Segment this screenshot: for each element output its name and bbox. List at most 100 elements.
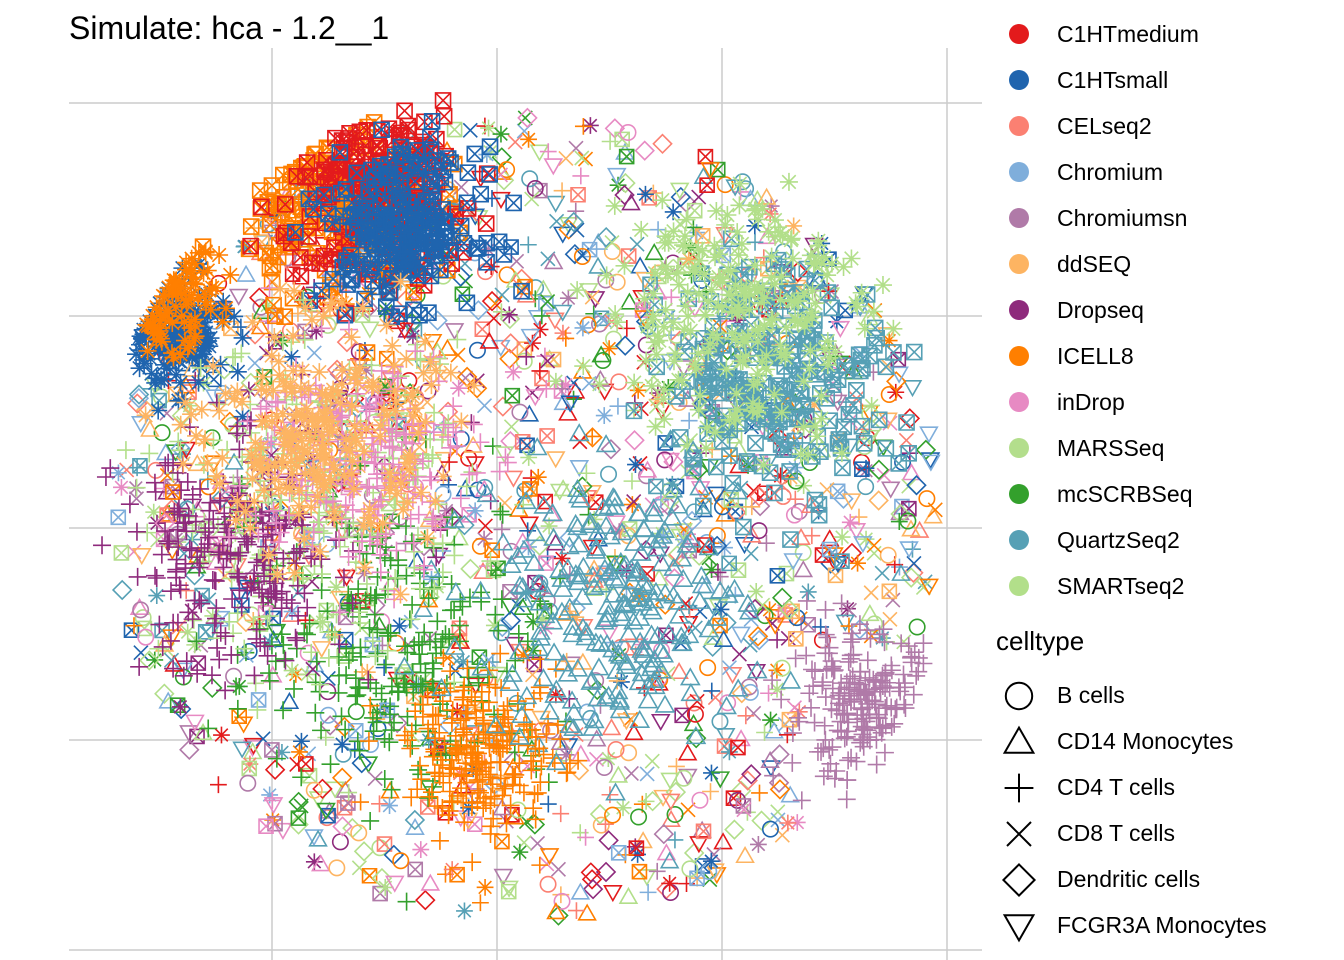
- point-ddSEQ: [409, 423, 428, 442]
- point-ddSEQ: [284, 326, 303, 345]
- point-C1HTsmall: [402, 155, 419, 173]
- legend-swatch: [1009, 162, 1029, 182]
- point: [618, 561, 635, 579]
- point-ddSEQ: [253, 367, 272, 386]
- point-C1HTmedium: [399, 117, 417, 135]
- point: [519, 404, 540, 422]
- point-ddSEQ: [295, 529, 314, 548]
- point-QuartzSeq2: [747, 434, 764, 452]
- point-ICELL8: [141, 316, 160, 335]
- point: [293, 732, 310, 750]
- point: [623, 472, 641, 490]
- point-QuartzSeq2: [823, 299, 840, 317]
- point-ddSEQ: [328, 383, 347, 402]
- point-Chromiumsn: [904, 685, 923, 704]
- point-mcSCRBSeq: [332, 707, 351, 726]
- point-C1HTsmall: [324, 270, 342, 288]
- point: [689, 693, 705, 709]
- point-C1HTsmall: [495, 246, 513, 263]
- point: [856, 438, 874, 456]
- point: [711, 713, 729, 731]
- point-Dropseq: [210, 650, 229, 669]
- point-mcSCRBSeq: [409, 760, 428, 779]
- point-ICELL8: [484, 809, 503, 828]
- point: [536, 347, 554, 365]
- point: [437, 865, 454, 883]
- point: [769, 567, 786, 584]
- point: [153, 424, 171, 442]
- point: [882, 611, 898, 627]
- point: [420, 780, 440, 798]
- point: [420, 873, 441, 891]
- point-ddSEQ: [198, 454, 217, 473]
- point-ICELL8: [194, 263, 213, 282]
- point: [500, 333, 521, 354]
- point: [261, 786, 279, 804]
- point-C1HTsmall: [356, 206, 374, 224]
- point-C1HTsmall: [424, 192, 442, 209]
- point: [728, 246, 749, 267]
- point: [487, 666, 508, 684]
- point: [351, 752, 372, 774]
- point-ICELL8: [267, 307, 284, 325]
- point: [900, 567, 922, 588]
- point: [604, 806, 622, 824]
- point-ddSEQ: [294, 407, 313, 426]
- legend-label: Chromium: [1057, 159, 1164, 185]
- point: [134, 609, 152, 627]
- point: [225, 667, 243, 685]
- legend-swatch: [1009, 484, 1029, 504]
- point: [197, 624, 214, 640]
- point: [608, 273, 626, 291]
- point-ICELL8: [201, 300, 220, 319]
- point-SMARTseq2: [771, 336, 790, 355]
- point: [440, 476, 457, 494]
- point: [133, 645, 149, 661]
- point: [723, 491, 740, 508]
- point: [148, 587, 166, 604]
- point-Chromiumsn: [894, 665, 913, 684]
- point: [749, 836, 767, 853]
- point: [113, 545, 130, 561]
- point-SMARTseq2: [842, 249, 861, 268]
- point: [834, 553, 850, 569]
- point: [592, 816, 610, 834]
- point: [666, 806, 684, 824]
- point: [476, 398, 493, 414]
- legend-label: Dropseq: [1057, 297, 1144, 323]
- point: [471, 894, 489, 912]
- point-ddSEQ: [324, 380, 343, 399]
- triangle-down-icon: [1002, 914, 1036, 943]
- point-SMARTseq2: [319, 648, 338, 667]
- point: [610, 845, 627, 861]
- point-C1HTsmall: [233, 407, 252, 426]
- point-C1HTsmall: [197, 353, 216, 372]
- point: [485, 616, 503, 634]
- point-QuartzSeq2: [568, 423, 590, 442]
- point-mcSCRBSeq: [376, 655, 395, 674]
- point-SMARTseq2: [708, 328, 727, 347]
- point-C1HTmedium: [301, 167, 319, 185]
- point: [312, 778, 333, 800]
- point: [434, 267, 452, 285]
- point: [433, 739, 451, 757]
- point: [466, 502, 484, 520]
- point-ICELL8: [261, 216, 279, 234]
- point-C1HTsmall: [208, 304, 227, 323]
- point-ICELL8: [213, 312, 232, 331]
- point: [539, 143, 557, 161]
- point-C1HTsmall: [191, 259, 210, 278]
- point: [553, 892, 571, 910]
- point: [761, 321, 779, 339]
- point-C1HTsmall: [233, 328, 252, 347]
- point-ICELL8: [147, 298, 166, 317]
- point: [803, 527, 821, 545]
- point-ddSEQ: [213, 448, 232, 467]
- point-ddSEQ: [385, 382, 404, 401]
- point-SMARTseq2: [735, 332, 754, 351]
- point-Chromiumsn: [763, 671, 782, 690]
- point: [610, 523, 628, 541]
- legend-label: Chromiumsn: [1057, 205, 1188, 231]
- point: [237, 644, 255, 662]
- point-ddSEQ: [254, 481, 273, 500]
